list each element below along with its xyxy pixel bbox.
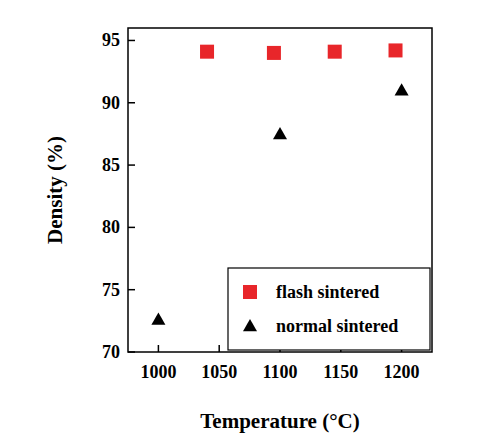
x-tick-label: 1100 — [262, 362, 297, 382]
legend-marker — [243, 285, 257, 299]
point — [273, 127, 287, 139]
y-tick-label: 95 — [102, 30, 120, 50]
x-tick-label: 1000 — [140, 362, 176, 382]
y-tick — [128, 227, 135, 229]
x-tick-label: 1150 — [323, 362, 358, 382]
point — [200, 45, 214, 59]
point — [151, 313, 165, 325]
point — [389, 43, 403, 57]
data-points — [151, 43, 408, 324]
y-tick-label: 85 — [102, 155, 120, 175]
y-axis-label: Density (%) — [43, 136, 67, 244]
legend-box — [228, 268, 430, 350]
y-tick-label: 80 — [102, 217, 120, 237]
chart: 1000 1050 1100 1150 1200 70 75 80 85 90 95 Temperat… — [0, 0, 500, 443]
y-tick — [128, 102, 135, 104]
y-tick-label: 75 — [102, 280, 120, 300]
y-tick-label: 70 — [102, 342, 120, 362]
y-tick — [128, 40, 135, 42]
y-tick-label: 90 — [102, 93, 120, 113]
x-tick — [218, 345, 220, 352]
plot-frame — [128, 28, 432, 352]
x-tick — [158, 345, 160, 352]
legend: flash sintered normal sintered — [228, 268, 430, 350]
y-tick — [128, 289, 135, 291]
point — [328, 45, 342, 59]
legend-marker — [243, 319, 257, 331]
y-tick — [128, 351, 135, 353]
y-tick — [128, 164, 135, 166]
x-axis-label: Temperature (°C) — [200, 409, 359, 433]
point — [395, 83, 409, 95]
legend-label: normal sintered — [276, 316, 398, 336]
x-tick-label: 1200 — [384, 362, 420, 382]
x-tick-label: 1050 — [201, 362, 237, 382]
legend-label: flash sintered — [276, 282, 379, 302]
point — [267, 46, 281, 60]
